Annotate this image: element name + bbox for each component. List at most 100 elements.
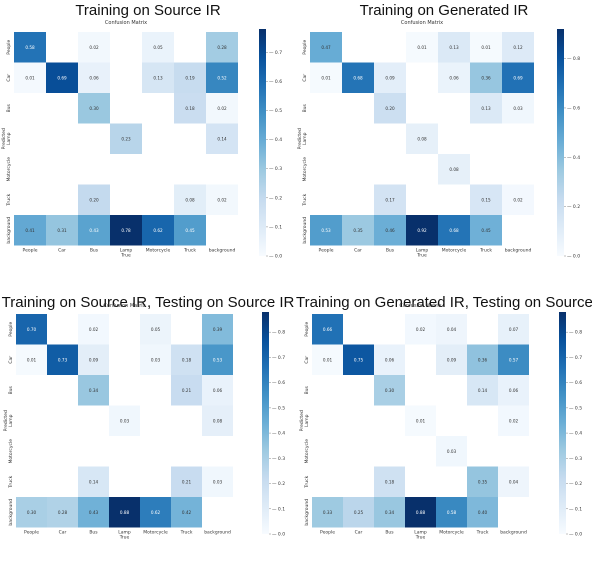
heatmap-cell	[343, 344, 374, 375]
colorbar-tick-label: — 0.8	[569, 330, 582, 336]
y-tick-label: Bus	[6, 103, 12, 112]
x-tick-label: Car	[58, 248, 66, 254]
cell-value-label: 0.41	[25, 228, 35, 233]
heatmap-cell	[374, 497, 405, 528]
heatmap-cell	[467, 375, 498, 406]
x-tick-label: background	[500, 530, 527, 536]
cell-value-label: 0.08	[185, 197, 195, 202]
heatmap-cell	[498, 344, 529, 375]
heatmap-cell	[78, 314, 109, 345]
cell-value-label: 0.39	[213, 327, 223, 332]
cell-value-label: 0.19	[185, 75, 195, 80]
colorbar-tick-label: — 0.2	[569, 481, 582, 487]
matrix-caption: Confusion Matrix	[401, 20, 443, 26]
cell-value-label: 0.18	[185, 106, 195, 111]
cell-value-label: 0.68	[353, 75, 363, 80]
heatmap-cell	[109, 405, 140, 436]
cell-value-label: 0.08	[449, 167, 459, 172]
heatmap-cell	[202, 405, 233, 436]
cell-value-label: 0.04	[447, 327, 457, 332]
heatmap-cell	[78, 466, 109, 497]
heatmap-cell	[438, 215, 470, 246]
y-tick-label: Truck	[8, 475, 14, 488]
cell-value-label: 0.30	[385, 388, 395, 393]
cell-value-label: 0.52	[217, 75, 227, 80]
heatmap-cell	[438, 62, 470, 93]
heatmap-cell	[171, 466, 202, 497]
cell-value-label: 0.09	[447, 357, 457, 362]
cell-value-label: 0.13	[481, 106, 491, 111]
cell-value-label: 0.02	[217, 106, 227, 111]
panel-title: Training on Generated IR	[359, 2, 529, 19]
cell-value-label: 0.06	[509, 388, 519, 393]
x-tick-label: Bus	[385, 530, 394, 536]
heatmap-cell	[438, 154, 470, 185]
heatmap-cell	[142, 215, 174, 246]
y-tick-label: Car	[302, 74, 308, 82]
heatmap-cell	[470, 184, 502, 215]
heatmap-cell	[140, 344, 171, 375]
heatmap-cell	[467, 497, 498, 528]
cell-value-label: 0.03	[213, 479, 223, 484]
cell-value-label: 0.34	[385, 510, 395, 515]
heatmap-cell	[312, 314, 343, 345]
y-tick-label: Motorcycle	[6, 157, 12, 182]
x-axis-label: True	[416, 253, 427, 259]
cell-value-label: 0.13	[449, 45, 459, 50]
x-axis-label: True	[120, 253, 131, 259]
y-tick-label: Truck	[304, 475, 310, 488]
y-tick-label: Motorcycle	[8, 439, 14, 464]
colorbar-tick-label: — 0.1	[269, 224, 282, 230]
y-tick-label: Bus	[8, 385, 14, 394]
cell-value-label: 0.69	[513, 75, 523, 80]
cell-value-label: 0.08	[213, 418, 223, 423]
panel-bottom-right: Training on Generated IR, Testing on Sou…	[296, 292, 592, 569]
heatmap-chart: Confusion Matrix 0.47 0.01 0.13 0.01 0.12 0.01…	[297, 20, 580, 260]
heatmap-cell	[470, 93, 502, 124]
cell-value-label: 0.66	[323, 327, 333, 332]
heatmap-cell	[406, 32, 438, 63]
cell-value-label: 0.01	[416, 418, 426, 423]
cell-value-label: 0.01	[25, 75, 35, 80]
heatmap-cell	[174, 93, 206, 124]
cell-value-label: 0.01	[321, 75, 331, 80]
y-axis-label: Predicted	[3, 410, 9, 431]
x-tick-label: Car	[59, 530, 67, 536]
cell-value-label: 0.13	[153, 75, 163, 80]
cell-value-label: 0.68	[449, 228, 459, 233]
colorbar-tick-label: — 0.1	[569, 506, 582, 512]
y-tick-label: People	[304, 322, 310, 337]
heatmap-cell	[374, 93, 406, 124]
cell-value-label: 0.88	[416, 510, 426, 515]
cell-value-label: 0.23	[121, 136, 131, 141]
cell-value-label: 0.02	[509, 418, 519, 423]
y-tick-label: background	[8, 499, 14, 526]
heatmap-cell	[502, 62, 534, 93]
cell-value-label: 0.21	[182, 479, 192, 484]
x-tick-label: Bus	[90, 248, 99, 254]
heatmap-cell	[502, 32, 534, 63]
cell-value-label: 0.33	[323, 510, 333, 515]
heatmap-cell	[47, 497, 78, 528]
heatmap-cell	[436, 497, 467, 528]
heatmap-cell	[467, 344, 498, 375]
x-tick-label: People	[320, 530, 335, 536]
heatmap-cell	[78, 32, 110, 63]
colorbar-tick-label: — 0.7	[569, 355, 582, 361]
cell-value-label: 0.88	[120, 510, 130, 515]
cell-value-label: 0.06	[385, 357, 395, 362]
y-tick-label: Lamp	[6, 132, 12, 145]
cell-value-label: 0.28	[217, 45, 227, 50]
cell-value-label: 0.14	[478, 388, 488, 393]
x-tick-label: Motorcycle	[146, 248, 171, 254]
colorbar-tick-label: — 0.3	[569, 456, 582, 462]
cell-value-label: 0.06	[449, 75, 459, 80]
y-tick-label: Lamp	[302, 132, 308, 145]
y-tick-label: background	[304, 499, 310, 526]
heatmap-cell	[374, 215, 406, 246]
heatmap-cell	[110, 215, 142, 246]
colorbar-tick-label: — 0.5	[569, 405, 582, 411]
heatmap-cell	[206, 93, 238, 124]
y-tick-label: People	[302, 40, 308, 55]
heatmap-cell	[78, 62, 110, 93]
